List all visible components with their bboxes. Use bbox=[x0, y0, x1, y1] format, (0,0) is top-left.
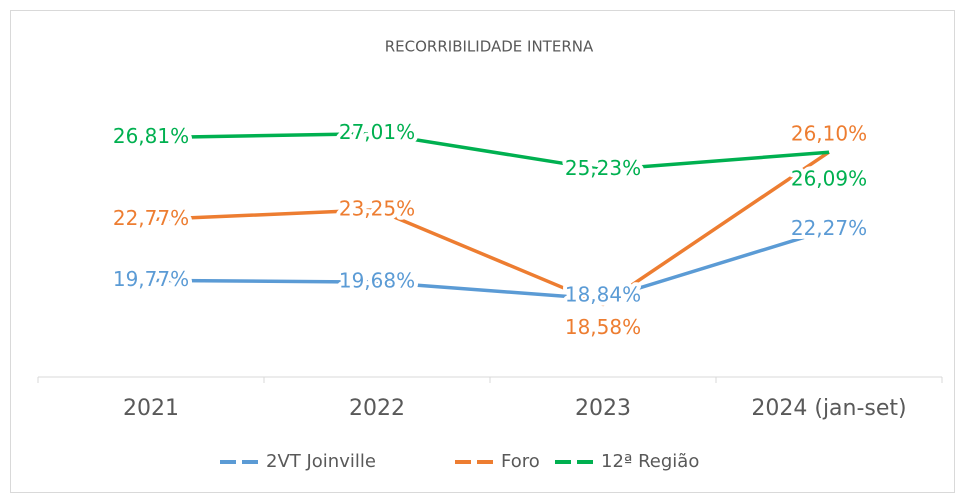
data-label: 26,09% bbox=[791, 167, 867, 191]
legend-label: Foro bbox=[501, 451, 540, 472]
series-line bbox=[150, 227, 830, 301]
series-line bbox=[150, 150, 830, 307]
data-label: 19,68% bbox=[339, 269, 415, 293]
data-label: 22,77% bbox=[113, 206, 189, 230]
data-label: 18,84% bbox=[565, 283, 641, 307]
chart-title: RECORRIBILIDADE INTERNA bbox=[385, 38, 594, 56]
legend-label: 12ª Região bbox=[601, 451, 699, 472]
data-label: 25,23% bbox=[565, 156, 641, 180]
series-line bbox=[150, 131, 830, 172]
data-label: 19,77% bbox=[113, 267, 189, 291]
legend-label: 2VT Joinville bbox=[266, 451, 376, 472]
x-tick-label: 2022 bbox=[349, 396, 405, 421]
x-tick-label: 2023 bbox=[575, 396, 631, 421]
data-label: 26,10% bbox=[791, 122, 867, 146]
data-label: 26,81% bbox=[113, 124, 189, 148]
data-label: 27,01% bbox=[339, 120, 415, 144]
chart-frame bbox=[10, 10, 955, 493]
data-label: 18,58% bbox=[565, 315, 641, 339]
x-tick-label: 2021 bbox=[123, 396, 179, 421]
data-label: 22,27% bbox=[791, 216, 867, 240]
x-tick-label: 2024 (jan-set) bbox=[751, 396, 906, 421]
data-label: 23,25% bbox=[339, 196, 415, 220]
